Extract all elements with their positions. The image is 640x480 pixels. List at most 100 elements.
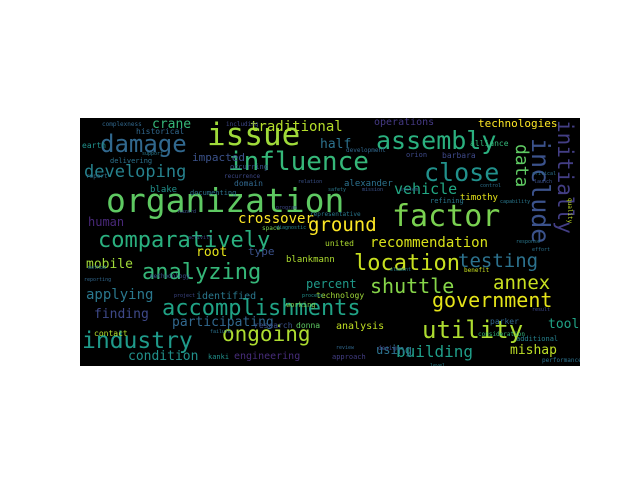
word: methodology xyxy=(150,273,190,280)
word: earth xyxy=(82,141,107,150)
word: diagnostic xyxy=(276,225,307,231)
word: support xyxy=(142,151,164,157)
word: type xyxy=(248,245,275,258)
word: program xyxy=(276,205,298,211)
word: delivering xyxy=(110,157,153,165)
word: control xyxy=(480,183,502,189)
word: technology xyxy=(316,291,365,300)
word: crane xyxy=(152,118,192,132)
word: approach xyxy=(332,353,366,361)
word: applying xyxy=(86,287,154,303)
word: developing xyxy=(84,162,187,182)
word: influence xyxy=(228,147,369,177)
word: refining xyxy=(430,197,464,205)
word: activity xyxy=(188,235,213,241)
word: technologies xyxy=(478,118,558,130)
word: testing xyxy=(458,250,539,272)
word: research xyxy=(254,321,293,330)
word: annex xyxy=(493,272,551,294)
word: tool xyxy=(548,317,580,332)
word: method xyxy=(88,265,107,271)
word: development xyxy=(346,147,386,154)
word: government xyxy=(432,288,553,312)
word: united xyxy=(325,239,354,248)
word: ongoing xyxy=(222,322,311,346)
word: alliance xyxy=(470,139,509,148)
word: element xyxy=(390,267,412,273)
word: operations xyxy=(374,118,435,128)
word: identified xyxy=(196,291,257,302)
word: hazard xyxy=(178,209,197,215)
word: shuttle xyxy=(370,274,455,298)
word: utility xyxy=(422,316,524,344)
word: damage xyxy=(100,130,187,158)
word: failure xyxy=(210,329,232,335)
word: mobile xyxy=(86,257,133,272)
word: factor xyxy=(392,199,501,234)
word: design xyxy=(378,345,400,352)
word: reporting xyxy=(84,277,112,283)
word: timothy xyxy=(460,193,498,203)
word: condition xyxy=(128,349,199,364)
word: analysis xyxy=(336,321,385,332)
word: consideration xyxy=(478,331,525,338)
word: benefit xyxy=(464,267,490,274)
word: response xyxy=(516,239,541,245)
word: documenting xyxy=(190,189,237,197)
word: donna xyxy=(296,321,321,330)
word: percent xyxy=(306,277,357,291)
word: engineering xyxy=(234,351,301,362)
word: alexander xyxy=(344,179,393,189)
word: relation xyxy=(298,179,323,185)
word: effort xyxy=(532,247,551,253)
word: including xyxy=(226,121,259,128)
word: assembly xyxy=(376,126,497,155)
word-cloud: organization factor issue influence dama… xyxy=(80,118,580,366)
word: include xyxy=(526,138,555,244)
word: organization xyxy=(106,181,345,220)
word: blankmann xyxy=(286,255,335,265)
word: using xyxy=(376,343,413,357)
word: kanki xyxy=(208,353,230,361)
word: level xyxy=(430,363,446,367)
word: issue xyxy=(207,118,301,153)
word: industry xyxy=(82,328,193,354)
word: blake xyxy=(150,185,178,195)
word: crossover xyxy=(238,211,314,227)
word: report xyxy=(86,173,108,180)
word: launch xyxy=(534,179,553,185)
word: historical xyxy=(136,127,185,136)
word: ground xyxy=(308,214,377,236)
word: initially xyxy=(553,120,577,234)
word: review xyxy=(336,345,355,351)
word: performance xyxy=(542,357,580,364)
word: critical xyxy=(532,171,557,177)
word: half xyxy=(320,137,352,152)
word: finding xyxy=(94,307,149,322)
word: mishap xyxy=(510,343,557,358)
word: additional xyxy=(516,335,559,343)
word: quality xyxy=(566,198,573,224)
word: human xyxy=(88,215,125,229)
word: vehicle xyxy=(394,180,458,198)
word: working xyxy=(286,301,316,309)
word: representative xyxy=(310,211,361,218)
word: process xyxy=(302,293,324,299)
word: accomplishments xyxy=(162,296,361,321)
word: space xyxy=(262,225,281,232)
word: safety xyxy=(328,187,347,193)
word: barbara xyxy=(442,151,476,160)
word: domain xyxy=(234,179,263,188)
word: contact xyxy=(94,329,128,338)
word: orion xyxy=(406,151,428,159)
word: parker xyxy=(490,317,519,326)
word: result xyxy=(532,307,551,313)
word: project xyxy=(174,293,196,299)
word: participating xyxy=(172,315,274,330)
word: impacted xyxy=(192,151,245,164)
word: analyzing xyxy=(142,260,262,285)
word: occurring xyxy=(230,163,268,171)
word: capability xyxy=(500,199,531,205)
word: building xyxy=(396,342,474,361)
word: recommendation xyxy=(370,235,489,251)
